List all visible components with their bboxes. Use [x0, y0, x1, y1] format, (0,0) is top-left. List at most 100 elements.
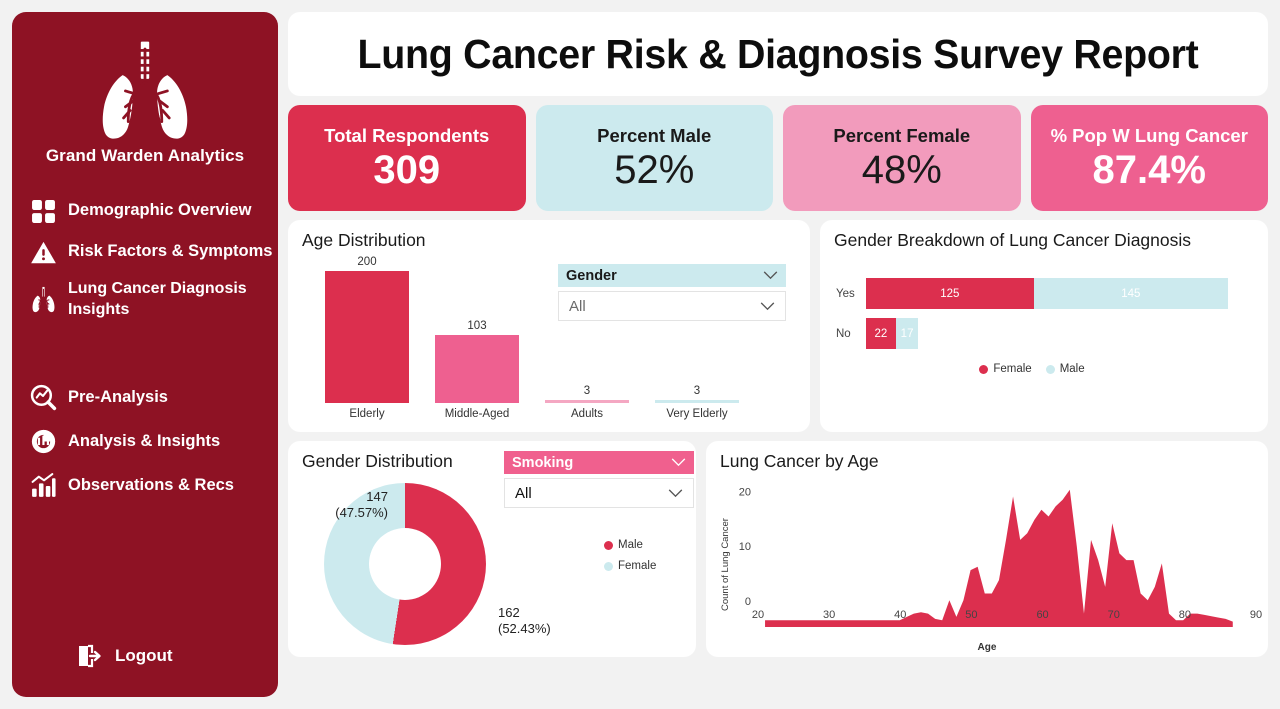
age-bar-value: 200	[357, 256, 377, 268]
gb-segment-value: 22	[874, 327, 888, 340]
gb-segment-value: 145	[1121, 287, 1141, 300]
sidebar-item-label: Lung Cancer Diagnosis Insights	[68, 280, 247, 319]
sidebar-item-label: Observations & Recs	[68, 475, 234, 494]
svg-text:10: 10	[739, 541, 751, 553]
sidebar-item-label: Risk Factors & Symptoms	[68, 242, 273, 261]
kpi-value: 87.4%	[1092, 148, 1206, 192]
gender-slicer-header[interactable]: Gender	[558, 264, 786, 287]
donut-label-male-pct: (52.43%)	[498, 621, 551, 637]
sidebar-item-observations-recs[interactable]: Observations & Recs	[28, 471, 278, 501]
logout-label: Logout	[115, 646, 173, 665]
smoking-slicer-field: Smoking	[512, 454, 574, 471]
legend-label: Male	[1059, 363, 1085, 375]
age-distribution-chart: 200 Elderly 103 Middle-Aged 3 Adults	[312, 256, 752, 420]
gb-segment-male[interactable]: 17	[895, 318, 919, 349]
kpi-label: Total Respondents	[324, 125, 490, 146]
gender-distribution-legend: Male Female	[604, 539, 656, 572]
smoking-slicer-header[interactable]: Smoking	[504, 451, 694, 474]
logout-button[interactable]: Logout	[74, 641, 173, 671]
area-chart-svg[interactable]	[758, 483, 1254, 627]
kpi-label: Percent Male	[597, 125, 712, 146]
gender-distribution-donut[interactable]	[324, 483, 486, 645]
smoking-slicer: Smoking All	[504, 451, 694, 508]
donut-label-female: 147 (47.57%)	[296, 489, 388, 522]
chevron-down-icon	[668, 488, 683, 497]
age-bar-group[interactable]: 200 Elderly	[312, 256, 422, 420]
donut-label-male: 162 (52.43%)	[498, 605, 551, 638]
smoking-slicer-value: All	[515, 484, 532, 502]
gender-slicer-select[interactable]: All	[558, 291, 786, 321]
panel-title: Gender Distribution	[302, 451, 453, 471]
legend-item-male[interactable]: Male	[604, 539, 643, 551]
age-bar-group[interactable]: 3 Adults	[532, 385, 642, 420]
gb-segment-male[interactable]: 145	[1033, 278, 1228, 309]
gb-stacked-bars: 22 17	[866, 318, 1228, 349]
kpi-percent-female: Percent Female 48%	[783, 105, 1021, 211]
sidebar-item-pre-analysis[interactable]: Pre-Analysis	[28, 383, 278, 413]
age-bar[interactable]	[435, 335, 519, 403]
legend-swatch	[1045, 364, 1055, 374]
age-bar[interactable]	[545, 400, 629, 403]
gender-distribution-panel: Gender Distribution Smoking All	[288, 441, 696, 657]
gb-segment-female[interactable]: 125	[866, 278, 1034, 309]
logout-icon	[74, 641, 104, 671]
age-bar-category: Middle-Aged	[444, 408, 510, 420]
kpi-value: 52%	[614, 148, 695, 192]
panel-title: Gender Breakdown of Lung Cancer Diagnosi…	[834, 230, 1192, 250]
donut-hole	[369, 528, 441, 600]
age-bar-group[interactable]: 103 Middle-Aged	[422, 320, 532, 420]
donut-chart-icon	[28, 427, 58, 457]
sidebar-item-demographic-overview[interactable]: Demographic Overview	[28, 196, 278, 226]
gender-slicer-field: Gender	[566, 267, 617, 284]
legend-swatch	[604, 561, 613, 571]
main-content: Lung Cancer Risk & Diagnosis Survey Repo…	[288, 12, 1268, 697]
donut-label-female-pct: (47.57%)	[335, 505, 388, 521]
brand: Grand Warden Analytics	[12, 28, 278, 180]
bar-chart-icon	[28, 471, 58, 501]
age-bar-value: 3	[693, 385, 701, 397]
sidebar-nav-secondary: Pre-Analysis Analysis & Insights	[12, 383, 278, 501]
page-title-card: Lung Cancer Risk & Diagnosis Survey Repo…	[288, 12, 1268, 96]
lungs-icon	[89, 36, 201, 144]
legend-item-female[interactable]: Female	[604, 560, 656, 572]
magnifier-chart-icon	[28, 383, 58, 413]
legend-item-male[interactable]: Male	[1045, 363, 1085, 375]
legend-item-female[interactable]: Female	[979, 363, 1032, 375]
gb-stacked-bars: 125 145	[866, 278, 1228, 309]
smoking-slicer-select[interactable]: All	[504, 478, 694, 508]
donut-label-female-value: 147	[366, 489, 388, 504]
charts-row-bottom: Gender Distribution Smoking All	[288, 441, 1268, 657]
age-bar[interactable]	[655, 400, 739, 403]
kpi-value: 48%	[861, 148, 942, 192]
svg-text:0: 0	[745, 596, 751, 608]
age-bar-value: 103	[467, 320, 487, 332]
legend-label: Male	[618, 539, 643, 551]
lungs-icon	[28, 284, 58, 314]
svg-text:40: 40	[894, 609, 906, 621]
gender-slicer: Gender All	[558, 264, 786, 321]
charts-row-top: Age Distribution Gender All	[288, 220, 1268, 432]
sidebar-item-lung-cancer-diagnosis-insights[interactable]: Lung Cancer Diagnosis Insights	[28, 278, 278, 321]
gb-segment-female[interactable]: 22	[866, 318, 896, 349]
gender-breakdown-row-no: No 22 17	[836, 318, 1228, 349]
gb-category: Yes	[836, 287, 855, 300]
age-bar-category: Adults	[571, 408, 603, 420]
kpi-label: % Pop W Lung Cancer	[1050, 125, 1248, 146]
sidebar-item-analysis-insights[interactable]: Analysis & Insights	[28, 427, 278, 457]
kpi-pct-pop-with-lung-cancer: % Pop W Lung Cancer 87.4%	[1030, 105, 1268, 211]
age-bar[interactable]	[325, 271, 409, 403]
warning-triangle-icon	[28, 237, 58, 267]
gender-breakdown-row-yes: Yes 125 145	[836, 278, 1228, 309]
age-bar-category: Elderly	[349, 408, 385, 420]
legend-label: Female	[993, 363, 1032, 375]
kpi-label: Percent Female	[833, 125, 971, 146]
area-chart[interactable]	[758, 483, 1254, 627]
donut-label-male-value: 162	[498, 605, 520, 620]
kpi-total-respondents: Total Respondents 309	[288, 105, 526, 211]
sidebar-item-label: Demographic Overview	[68, 201, 252, 220]
age-bar-group[interactable]: 3 Very Elderly	[642, 385, 752, 420]
sidebar-item-risk-factors-symptoms[interactable]: Risk Factors & Symptoms	[28, 237, 278, 267]
sidebar-item-label: Pre-Analysis	[68, 387, 168, 406]
svg-text:70: 70	[1108, 609, 1120, 621]
